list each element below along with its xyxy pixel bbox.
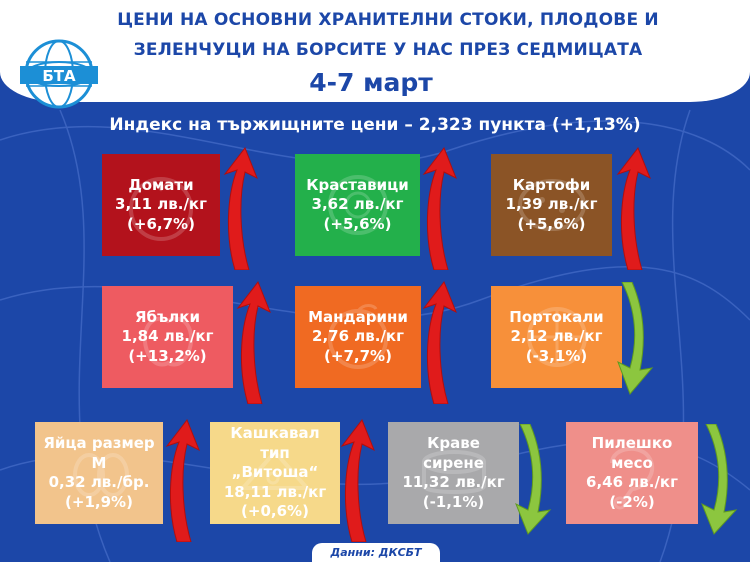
white-cheese-icon: [421, 450, 486, 494]
product-card-kashkaval: Кашкавал тип „Витоша“ 18,11 лв./кг (+0,6…: [210, 422, 340, 524]
product-price: 1,84 лв./кг: [121, 327, 214, 346]
product-name-line: М: [91, 453, 107, 472]
orange-icon: [526, 307, 587, 367]
product-card-chicken: Пилешко месо 6,46 лв./кг (-2%): [566, 422, 698, 524]
product-name-line: „Витоша“: [231, 463, 319, 482]
product-name: Домати: [128, 175, 194, 194]
trend-up-arrow-icon: [340, 418, 375, 542]
product-price: 11,32 лв./кг: [402, 473, 505, 491]
product-price: 3,11 лв./кг: [115, 195, 207, 214]
product-name-line: Яйца размер: [43, 434, 155, 452]
product-name-line: Краве: [427, 434, 480, 452]
product-card-mandarins: Мандарини 2,76 лв./кг (+7,7%): [295, 286, 421, 388]
eggs-icon: [73, 453, 129, 497]
mandarin-icon: [328, 304, 388, 369]
trend-up-arrow-icon: [422, 146, 457, 270]
trend-up-arrow-icon: [422, 280, 457, 404]
data-source: Данни: ДКСБТ: [312, 543, 440, 562]
product-change: (+0,6%): [241, 502, 309, 521]
product-name-line: Кашкавал: [230, 424, 320, 443]
trend-up-arrow-icon: [223, 146, 258, 270]
product-card-potatoes: Картофи 1,39 лв./кг (+5,6%): [491, 154, 612, 256]
product-card-oranges: Портокали 2,12 лв./кг (-3,1%): [491, 286, 622, 388]
product-name-line: сирене: [423, 453, 484, 472]
bta-logo: БТА: [20, 39, 98, 109]
product-card-tomatoes: Домати 3,11 лв./кг (+6,7%): [102, 154, 220, 256]
product-name: Картофи: [512, 175, 591, 194]
product-change: (+5,6%): [323, 214, 392, 233]
date-range: 4-7 март: [240, 64, 502, 102]
product-name-line: тип: [260, 443, 290, 462]
title-line-1: ЦЕНИ НА ОСНОВНИ ХРАНИТЕЛНИ СТОКИ, ПЛОДОВ…: [117, 10, 659, 30]
product-card-white-cheese: Краве сирене 11,32 лв./кг (-1,1%): [388, 422, 519, 524]
product-name-line: месо: [611, 453, 653, 472]
trend-down-arrow-icon: [701, 424, 738, 535]
product-price: 2,76 лв./кг: [312, 327, 404, 346]
cucumber-icon: [327, 175, 388, 235]
apple-icon: [142, 316, 193, 367]
product-name-line: Пилешко: [591, 434, 673, 452]
product-card-cucumbers: Краставици 3,62 лв./кг (+5,6%): [295, 154, 420, 256]
trend-down-arrow-icon: [617, 282, 654, 395]
trend-up-arrow-icon: [616, 146, 651, 270]
product-change: (-2%): [609, 492, 655, 511]
product-name: Ябълки: [135, 307, 200, 326]
logo-text: БТА: [42, 67, 76, 85]
market-index: Индекс на тържищните цени – 2,323 пункта…: [109, 115, 641, 135]
title-line-2: ЗЕЛЕНЧУЦИ НА БОРСИТЕ У НАС ПРЕЗ СЕДМИЦАТ…: [133, 40, 643, 60]
product-name: Мандарини: [308, 307, 408, 326]
product-price: 2,12 лв./кг: [510, 327, 603, 346]
product-price: 18,11 лв./кг: [223, 482, 327, 501]
trend-up-arrow-icon: [236, 280, 271, 404]
product-name: Портокали: [509, 307, 604, 326]
product-change: (-3,1%): [525, 346, 588, 365]
trend-down-arrow-icon: [515, 424, 552, 535]
product-card-eggs: Яйца размер М 0,32 лв./бр. (+1,9%): [35, 422, 163, 524]
product-change: (+5,6%): [517, 214, 586, 233]
product-change: (+1,9%): [65, 492, 133, 511]
tomato-icon: [129, 177, 193, 241]
product-change: (+13,2%): [128, 346, 207, 365]
product-change: (+6,7%): [127, 214, 195, 233]
product-price: 0,32 лв./бр.: [48, 473, 150, 491]
product-card-apples: Ябълки 1,84 лв./кг (+13,2%): [102, 286, 233, 388]
chicken-icon: [610, 446, 654, 510]
product-price: 3,62 лв./кг: [311, 195, 404, 214]
trend-up-arrow-icon: [165, 418, 200, 542]
product-change: (+7,7%): [324, 346, 392, 365]
potato-icon: [517, 179, 586, 231]
product-change: (-1,1%): [422, 492, 485, 511]
product-name: Краставици: [306, 175, 409, 194]
product-price: 6,46 лв./кг: [586, 473, 678, 491]
product-price: 1,39 лв./кг: [505, 195, 598, 214]
cheese-icon: [238, 448, 312, 490]
